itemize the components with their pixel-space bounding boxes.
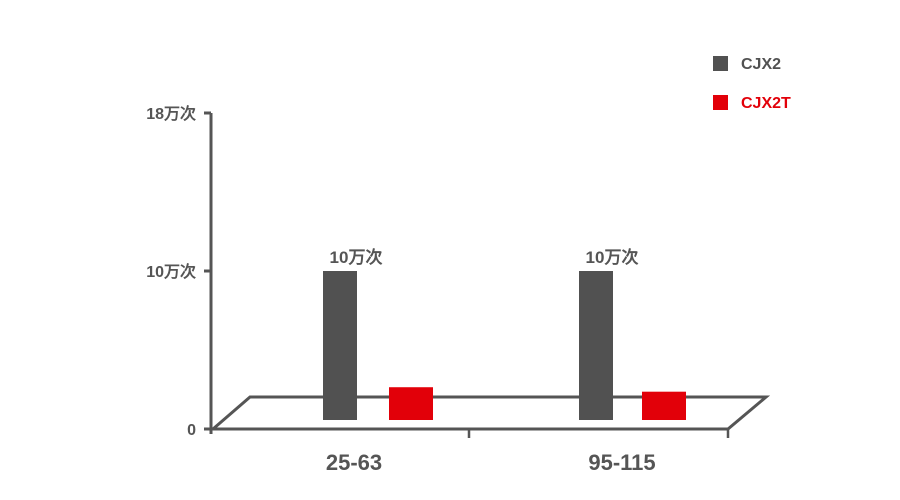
data-label: 10万次 [330, 247, 383, 267]
x-tick-label: 25-63 [326, 450, 382, 475]
bar-cjx2t-95-115 [642, 391, 686, 420]
legend-swatch-cjx2t [713, 95, 728, 110]
floor-plane [208, 395, 771, 431]
y-tick-label: 0 [187, 422, 196, 439]
data-label: 10万次 [586, 247, 639, 267]
legend: CJX2 CJX2T [713, 56, 791, 112]
x-tick-label: 95-115 [588, 450, 655, 475]
bar-cjx2-95-115 [579, 271, 613, 420]
axes: 0 10万次 18万次 25-63 95-115 [146, 104, 771, 475]
legend-label-cjx2: CJX2 [741, 56, 781, 73]
legend-swatch-cjx2 [713, 56, 728, 71]
legend-label-cjx2t: CJX2T [741, 95, 791, 112]
bars: 10万次 10万次 [323, 247, 686, 420]
y-tick-label: 18万次 [146, 104, 196, 123]
bar-cjx2-25-63 [323, 271, 357, 420]
y-tick-label: 10万次 [146, 262, 196, 281]
bar-cjx2t-25-63 [389, 387, 433, 420]
